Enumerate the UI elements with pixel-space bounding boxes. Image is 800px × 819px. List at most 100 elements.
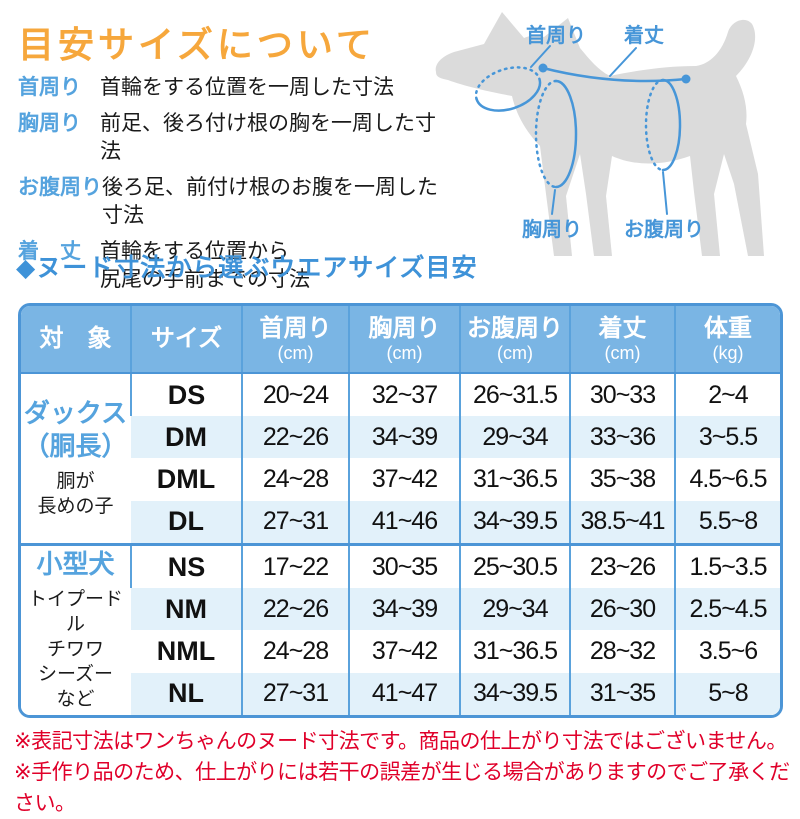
footer-notes: ※表記寸法はワンちゃんのヌード寸法です。商品の仕上がり寸法ではございません。 ※… [14, 726, 794, 819]
col-header-weight: 体重 (kg) [674, 306, 780, 374]
section-title-text: ヌード寸法から選ぶウエアサイズ目安 [36, 254, 478, 282]
belly-girth-ellipse [644, 78, 682, 172]
table-row: NML 24~28 37~42 31~36.5 28~32 3.5~6 [21, 630, 780, 673]
table-row: NM 22~26 34~39 29~34 26~30 2.5~4.5 [21, 588, 780, 631]
target-group-name: 小型犬 [36, 549, 115, 580]
definition-desc-line1: 首輪をする位置から [100, 240, 289, 263]
chest-range-cell: 30~35 [348, 542, 460, 589]
length-start-dot [538, 63, 548, 73]
definition-row-belly: お腹周り 後ろ足、前付け根のお腹を一周した寸法 [18, 174, 438, 230]
belly-range-cell: 34~39.5 [459, 500, 570, 545]
table-header-row: 対 象 サイズ 首周り (cm) 胸周り (cm) お腹周り (cm) 着丈 (cm) … [21, 306, 780, 374]
col-header-neck: 首周り (cm) [241, 306, 349, 374]
length-range-cell: 30~33 [569, 373, 675, 417]
diagram-label-length: 着丈 [624, 23, 664, 47]
table-row: DML 24~28 37~42 31~36.5 35~38 4.5~6.5 [21, 458, 780, 501]
diamond-bullet-icon: ◆ [16, 254, 37, 282]
size-table: 対 象 サイズ 首周り (cm) 胸周り (cm) お腹周り (cm) 着丈 (cm) … [21, 306, 780, 715]
definition-term: 胸周り [18, 112, 81, 135]
chest-range-cell: 37~42 [348, 458, 460, 501]
belly-range-cell: 31~36.5 [459, 630, 570, 673]
col-header-target: 対 象 [21, 306, 131, 374]
length-end-dot [681, 74, 691, 84]
chest-girth-ellipse [534, 79, 578, 189]
size-table-container: 対 象 サイズ 首周り (cm) 胸周り (cm) お腹周り (cm) 着丈 (cm) … [18, 303, 783, 718]
target-group-subtitle: トイプードル チワワ シーズー など [27, 589, 123, 711]
table-row: NL 27~31 41~47 34~39.5 31~35 5~8 [21, 672, 780, 715]
definition-row-neck: 首周り 首輪をする位置を一周した寸法 [18, 74, 438, 102]
col-header-chest: 胸周り (cm) [348, 306, 460, 374]
definition-row-length: 着 丈 首輪をする位置から 尻尾の手前までの寸法 [18, 238, 438, 294]
belly-range-cell: 25~30.5 [459, 542, 570, 589]
note-line: ※手作り品のため、仕上がりには若干の誤差が生じる場合がありますのでご了承ください… [14, 761, 790, 815]
chest-range-cell: 37~42 [348, 630, 460, 673]
chest-range-cell: 34~39 [348, 588, 460, 631]
col-header-length: 着丈 (cm) [569, 306, 675, 374]
chest-pointer-line [551, 189, 556, 215]
size-cell: DS [130, 373, 242, 417]
weight-range-cell: 2~4 [674, 373, 780, 417]
section-title: ◆ヌード寸法から選ぶウエアサイズ目安 [16, 248, 478, 284]
back-length-line [541, 66, 688, 83]
definition-desc: 前足、後ろ付け根の胸を一周した寸法 [100, 112, 436, 163]
col-header-belly: お腹周り (cm) [459, 306, 570, 374]
neck-range-cell: 24~28 [241, 458, 349, 501]
diagram-label-belly: お腹周り [624, 217, 704, 241]
weight-range-cell: 2.5~4.5 [674, 588, 780, 631]
length-range-cell: 26~30 [569, 588, 675, 631]
weight-range-cell: 1.5~3.5 [674, 542, 780, 589]
weight-range-cell: 4.5~6.5 [674, 458, 780, 501]
neck-range-cell: 20~24 [241, 373, 349, 417]
size-cell: DL [131, 500, 242, 545]
weight-range-cell: 5~8 [674, 672, 780, 715]
table-row: DL 27~31 41~46 34~39.5 38.5~41 5.5~8 [21, 500, 780, 545]
size-cell: NM [131, 588, 242, 631]
neck-range-cell: 22~26 [241, 416, 349, 459]
neck-range-cell: 22~26 [241, 588, 349, 631]
dog-measurement-diagram: 首周り 着丈 胸周り お腹周り [435, 12, 764, 256]
chest-range-cell: 41~46 [348, 500, 460, 545]
chest-range-cell: 32~37 [348, 373, 460, 417]
definition-desc: 首輪をする位置から 尻尾の手前までの寸法 [100, 238, 310, 294]
page-title: 目安サイズについて [18, 24, 376, 65]
target-group-cell: ダックス （胴長） 胴が 長めの子 [21, 373, 131, 545]
neck-girth-ellipse [474, 66, 542, 112]
dog-silhouette [435, 12, 764, 256]
chest-range-cell: 41~47 [348, 672, 460, 715]
table-row: 小型犬 トイプードル チワワ シーズー など NS 17~22 30~35 25~30.5 23~… [21, 542, 780, 715]
weight-range-cell: 3.5~6 [674, 630, 780, 673]
diagram-label-chest: 胸周り [522, 217, 582, 241]
diagram-label-neck: 首周り [526, 23, 586, 47]
target-group-subtitle: 胴が 長めの子 [37, 471, 114, 518]
belly-range-cell: 29~34 [459, 588, 570, 631]
definition-term: 首周り [18, 76, 81, 99]
length-range-cell: 33~36 [569, 416, 675, 459]
col-header-size: サイズ [130, 306, 242, 374]
length-range-cell: 38.5~41 [569, 500, 675, 545]
belly-range-cell: 29~34 [459, 416, 570, 459]
note-line: ※表記寸法はワンちゃんのヌード寸法です。商品の仕上がり寸法ではございません。 [14, 730, 787, 753]
length-range-cell: 35~38 [569, 458, 675, 501]
weight-range-cell: 3~5.5 [674, 416, 780, 459]
table-row: ダックス （胴長） 胴が 長めの子 DS 20~24 32~37 26~31.5 30~33 2~… [21, 373, 780, 545]
size-guide-page: { "colors": { "title_orange": "#F6A73C",… [14, 12, 791, 815]
belly-range-cell: 31~36.5 [459, 458, 570, 501]
size-cell: NS [130, 542, 242, 589]
length-range-cell: 28~32 [569, 630, 675, 673]
definition-row-chest: 胸周り 前足、後ろ付け根の胸を一周した寸法 [18, 110, 438, 166]
neck-range-cell: 27~31 [241, 672, 349, 715]
size-cell: NML [156, 636, 216, 667]
belly-range-cell: 34~39.5 [459, 672, 570, 715]
definition-desc: 首輪をする位置を一周した寸法 [100, 76, 394, 99]
weight-range-cell: 5.5~8 [674, 500, 780, 545]
definition-desc: 後ろ足、前付け根のお腹を一周した寸法 [102, 176, 438, 227]
chest-range-cell: 34~39 [348, 416, 460, 459]
measurement-definitions: 首周り 首輪をする位置を一周した寸法 胸周り 前足、後ろ付け根の胸を一周した寸法… [18, 74, 438, 302]
length-pointer-line [609, 47, 637, 77]
neck-range-cell: 24~28 [241, 630, 349, 673]
definition-desc-line2: 尻尾の手前までの寸法 [100, 268, 310, 291]
definition-term: 着 丈 [18, 240, 81, 263]
neck-range-cell: 17~22 [241, 542, 349, 589]
length-range-cell: 31~35 [569, 672, 675, 715]
neck-range-cell: 27~31 [241, 500, 349, 545]
